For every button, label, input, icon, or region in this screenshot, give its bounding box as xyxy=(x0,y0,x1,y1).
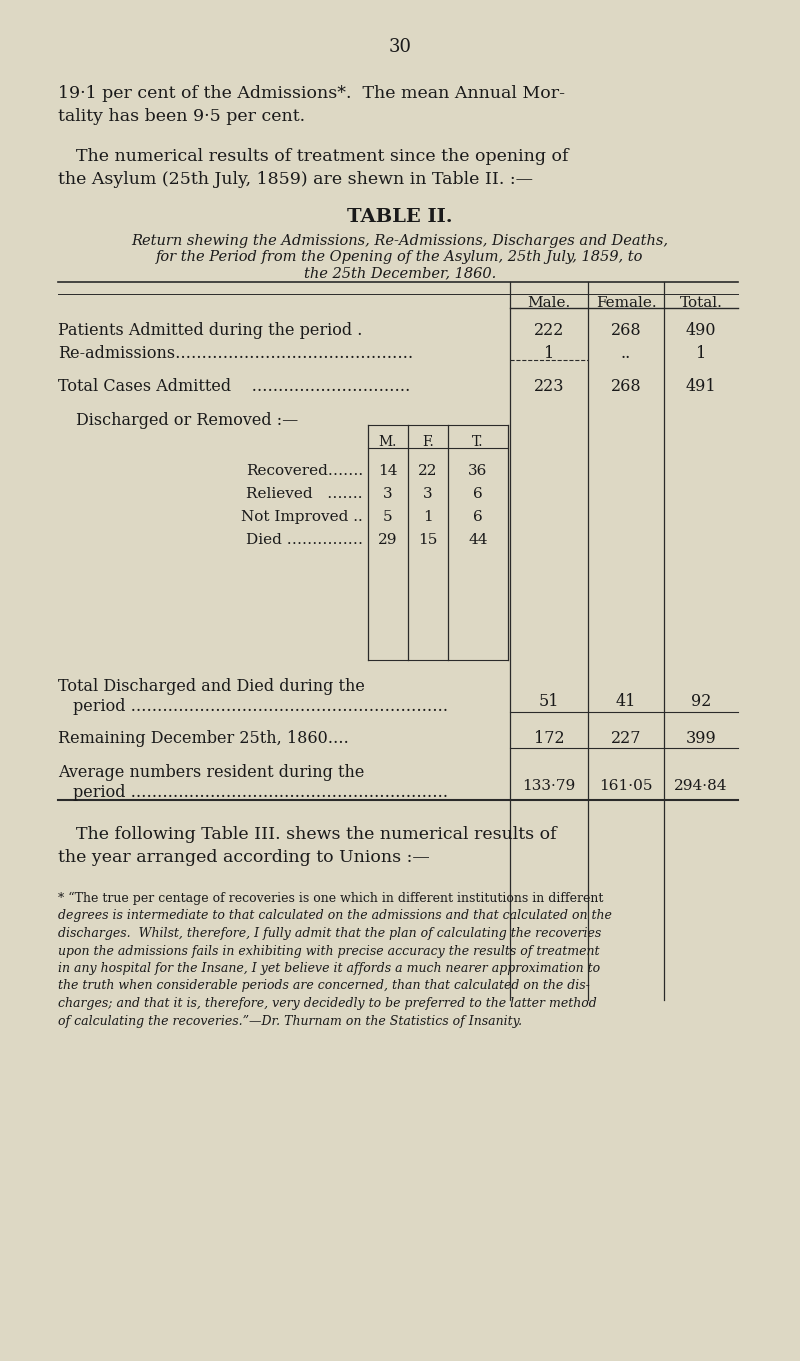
Text: the truth when considerable periods are concerned, than that calculated on the d: the truth when considerable periods are … xyxy=(58,980,590,992)
Text: Patients Admitted during the period .: Patients Admitted during the period . xyxy=(58,323,362,339)
Text: degrees is intermediate to that calculated on the admissions and that calculated: degrees is intermediate to that calculat… xyxy=(58,909,612,923)
Text: upon the admissions fails in exhibiting with precise accuracy the results of tre: upon the admissions fails in exhibiting … xyxy=(58,945,599,958)
Text: The numerical results of treatment since the opening of: The numerical results of treatment since… xyxy=(76,148,569,165)
Text: 172: 172 xyxy=(534,729,564,747)
Text: Re-admissions………………………………………: Re-admissions……………………………………… xyxy=(58,344,414,362)
Text: charges; and that it is, therefore, very decidedly to be preferred to the latter: charges; and that it is, therefore, very… xyxy=(58,998,597,1010)
Text: period ……………………………………………………: period …………………………………………………… xyxy=(73,698,448,715)
Text: tality has been 9·5 per cent.: tality has been 9·5 per cent. xyxy=(58,108,305,125)
Text: Total Discharged and Died during the: Total Discharged and Died during the xyxy=(58,678,365,695)
Text: 268: 268 xyxy=(610,378,642,395)
Text: 36: 36 xyxy=(468,464,488,478)
Text: 222: 222 xyxy=(534,323,564,339)
Text: 30: 30 xyxy=(389,38,411,56)
Text: Average numbers resident during the: Average numbers resident during the xyxy=(58,764,364,781)
Text: 29: 29 xyxy=(378,534,398,547)
Text: in any hospital for the Insane, I yet believe it affords a much nearer approxima: in any hospital for the Insane, I yet be… xyxy=(58,962,600,974)
Text: the year arranged according to Unions :—: the year arranged according to Unions :— xyxy=(58,849,430,866)
Text: * “The true per centage of recoveries is one which in different institutions in : * “The true per centage of recoveries is… xyxy=(58,891,603,905)
Text: 15: 15 xyxy=(418,534,438,547)
Text: of calculating the recoveries.”—Dr. Thurnam on the Statistics of Insanity.: of calculating the recoveries.”—Dr. Thur… xyxy=(58,1014,522,1028)
Text: 14: 14 xyxy=(378,464,398,478)
Text: 3: 3 xyxy=(423,487,433,501)
Text: 490: 490 xyxy=(686,323,716,339)
Text: 3: 3 xyxy=(383,487,393,501)
Text: discharges.  Whilst, therefore, I fully admit that the plan of calculating the r: discharges. Whilst, therefore, I fully a… xyxy=(58,927,602,940)
Text: TABLE II.: TABLE II. xyxy=(347,208,453,226)
Text: M.: M. xyxy=(379,436,397,449)
Text: Female.: Female. xyxy=(596,295,656,310)
Text: 41: 41 xyxy=(616,693,636,710)
Text: Discharged or Removed :—: Discharged or Removed :— xyxy=(76,412,298,429)
Text: the Asylum (25th July, 1859) are shewn in Table II. :—: the Asylum (25th July, 1859) are shewn i… xyxy=(58,171,533,188)
Text: Male.: Male. xyxy=(527,295,570,310)
Text: 44: 44 xyxy=(468,534,488,547)
Text: 92: 92 xyxy=(691,693,711,710)
Text: Not Improved ..: Not Improved .. xyxy=(242,510,363,524)
Text: 161·05: 161·05 xyxy=(599,778,653,793)
Text: Relieved   …….: Relieved ……. xyxy=(246,487,363,501)
Text: The following Table III. shews the numerical results of: The following Table III. shews the numer… xyxy=(76,826,557,842)
Text: the 25th December, 1860.: the 25th December, 1860. xyxy=(304,265,496,280)
Text: Total Cases Admitted    …………………………: Total Cases Admitted ………………………… xyxy=(58,378,410,395)
Text: Died ……………: Died …………… xyxy=(246,534,363,547)
Text: for the Period from the Opening of the Asylum, 25th July, 1859, to: for the Period from the Opening of the A… xyxy=(156,250,644,264)
Text: 294·84: 294·84 xyxy=(674,778,728,793)
Text: Remaining December 25th, 1860….: Remaining December 25th, 1860…. xyxy=(58,729,349,747)
Text: 227: 227 xyxy=(610,729,642,747)
Text: 22: 22 xyxy=(418,464,438,478)
Text: 5: 5 xyxy=(383,510,393,524)
Text: Recovered…….: Recovered……. xyxy=(246,464,363,478)
Text: 6: 6 xyxy=(473,487,483,501)
Text: 133·79: 133·79 xyxy=(522,778,576,793)
Text: 399: 399 xyxy=(686,729,716,747)
Text: 1: 1 xyxy=(423,510,433,524)
Text: 491: 491 xyxy=(686,378,716,395)
Text: F.: F. xyxy=(422,436,434,449)
Text: period ……………………………………………………: period …………………………………………………… xyxy=(73,784,448,802)
Text: 6: 6 xyxy=(473,510,483,524)
Text: 51: 51 xyxy=(538,693,559,710)
Text: Return shewing the Admissions, Re-Admissions, Discharges and Deaths,: Return shewing the Admissions, Re-Admiss… xyxy=(131,234,669,248)
Text: 268: 268 xyxy=(610,323,642,339)
Text: ..: .. xyxy=(621,344,631,362)
Text: 1: 1 xyxy=(696,344,706,362)
Text: T.: T. xyxy=(472,436,484,449)
Text: 223: 223 xyxy=(534,378,564,395)
Text: 1: 1 xyxy=(544,344,554,362)
Text: 19·1 per cent of the Admissions*.  The mean Annual Mor-: 19·1 per cent of the Admissions*. The me… xyxy=(58,84,565,102)
Text: Total.: Total. xyxy=(679,295,722,310)
